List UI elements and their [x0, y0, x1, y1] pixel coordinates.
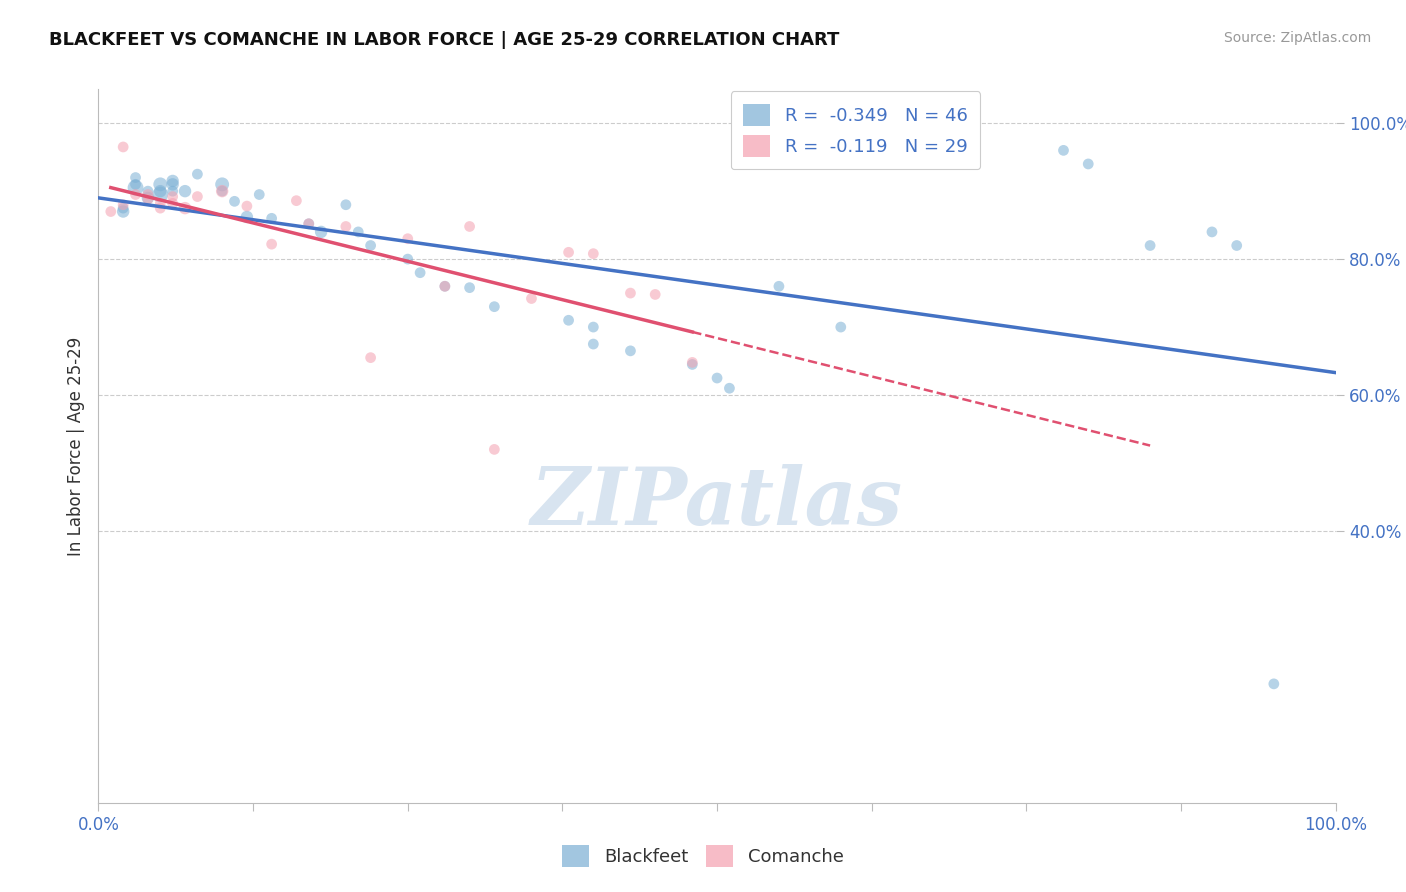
Point [112, 198, 135, 212]
Point [458, 219, 481, 234]
Point [335, 219, 357, 234]
Point [1226, 238, 1249, 252]
Point [136, 192, 159, 206]
Point [1201, 225, 1223, 239]
Point [1052, 144, 1074, 158]
Point [458, 280, 481, 294]
Point [557, 245, 579, 260]
Point [162, 178, 184, 192]
Point [582, 246, 605, 260]
Point [149, 178, 172, 192]
Point [433, 279, 456, 293]
Point [100, 204, 122, 219]
Point [124, 180, 146, 194]
Point [211, 184, 233, 198]
Point [211, 178, 233, 192]
Point [335, 198, 357, 212]
Point [298, 217, 321, 231]
Point [162, 196, 184, 211]
Point [484, 300, 506, 314]
Point [149, 187, 172, 202]
Text: ZIPatlas: ZIPatlas [531, 465, 903, 541]
Y-axis label: In Labor Force | Age 25-29: In Labor Force | Age 25-29 [66, 336, 84, 556]
Point [236, 199, 259, 213]
Point [619, 343, 641, 358]
Point [768, 279, 790, 293]
Point [136, 191, 159, 205]
Point [309, 225, 332, 239]
Point [112, 201, 135, 215]
Point [396, 232, 419, 246]
Point [681, 358, 703, 372]
Point [124, 187, 146, 202]
Point [112, 140, 135, 154]
Point [298, 217, 321, 231]
Point [409, 266, 432, 280]
Point [1263, 677, 1285, 691]
Point [718, 381, 741, 395]
Point [136, 187, 159, 202]
Point [124, 170, 146, 185]
Legend: R =  -0.349   N = 46, R =  -0.119   N = 29: R = -0.349 N = 46, R = -0.119 N = 29 [731, 91, 980, 169]
Point [236, 210, 259, 224]
Point [186, 189, 208, 203]
Legend: Blackfeet, Comanche: Blackfeet, Comanche [555, 838, 851, 874]
Point [112, 204, 135, 219]
Text: Source: ZipAtlas.com: Source: ZipAtlas.com [1223, 31, 1371, 45]
Point [582, 320, 605, 334]
Point [224, 194, 246, 209]
Point [124, 178, 146, 192]
Point [360, 351, 382, 365]
Point [681, 355, 703, 369]
Point [247, 187, 270, 202]
Point [285, 194, 308, 208]
Point [706, 371, 728, 385]
Point [396, 252, 419, 266]
Point [149, 184, 172, 198]
Point [186, 167, 208, 181]
Point [149, 201, 172, 215]
Point [260, 211, 283, 226]
Point [347, 225, 370, 239]
Point [162, 184, 184, 198]
Point [1077, 157, 1099, 171]
Point [484, 442, 506, 457]
Point [619, 286, 641, 301]
Point [162, 189, 184, 203]
Point [174, 201, 197, 215]
Point [830, 320, 852, 334]
Point [149, 196, 172, 211]
Point [1139, 238, 1161, 252]
Point [582, 337, 605, 351]
Point [211, 184, 233, 198]
Point [520, 292, 543, 306]
Point [260, 237, 283, 252]
Point [433, 279, 456, 293]
Point [174, 184, 197, 198]
Text: BLACKFEET VS COMANCHE IN LABOR FORCE | AGE 25-29 CORRELATION CHART: BLACKFEET VS COMANCHE IN LABOR FORCE | A… [49, 31, 839, 49]
Point [360, 238, 382, 252]
Point [644, 287, 666, 301]
Point [162, 174, 184, 188]
Point [136, 184, 159, 198]
Point [557, 313, 579, 327]
